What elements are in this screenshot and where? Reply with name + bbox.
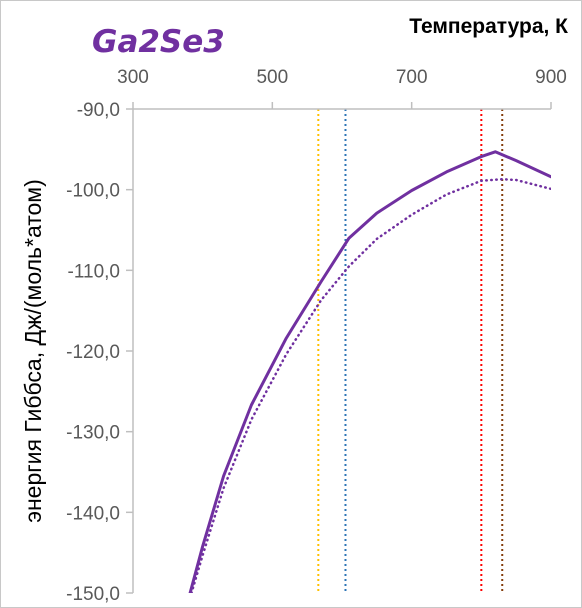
y-tick-label: -110,0 [68, 261, 120, 282]
chart-title: Ga2Se3 [92, 24, 225, 60]
y-tick-label: -150,0 [66, 584, 120, 605]
y-axis-title: энергия Гиббса, Дж/(моль*атом) [20, 179, 46, 523]
y-tick-label: -140,0 [66, 503, 120, 524]
y-tick-label: -100,0 [66, 181, 120, 202]
vertical-markers [317, 109, 504, 593]
series-line-solid [188, 150, 551, 593]
y-tick-label: -120,0 [66, 342, 120, 363]
x-tick-label: 900 [535, 67, 567, 88]
series-line-dotted [190, 177, 551, 593]
x-axis-title: Температура, К [409, 15, 568, 38]
tick-labels: 300 500 700 900 -90,0 -100,0 -110,0 -120,0 -130,… [66, 67, 567, 605]
axes [126, 102, 552, 594]
y-tick-label: -130,0 [66, 423, 120, 444]
y-tick-label: -90,0 [77, 100, 120, 121]
x-tick-label: 700 [396, 67, 428, 88]
series-lines [188, 150, 551, 593]
x-tick-label: 300 [117, 67, 149, 88]
x-tick-label: 500 [256, 67, 288, 88]
